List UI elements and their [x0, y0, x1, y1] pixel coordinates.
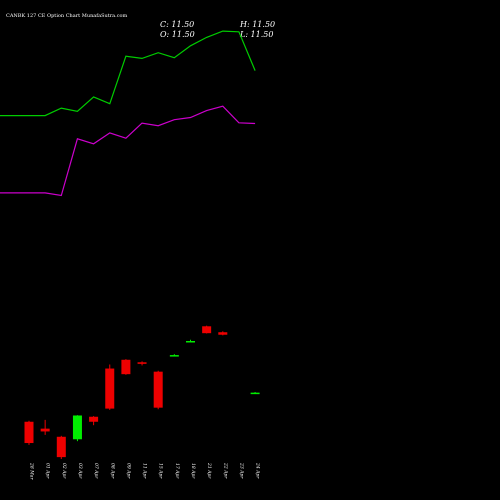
- x-tick-label: 15 Apr: [158, 463, 164, 479]
- series-line-1: [0, 30, 256, 117]
- low-label: L: 11.50: [239, 30, 273, 39]
- high-label: H: 11.50: [239, 20, 275, 29]
- chart-title: CANBK 127 CE Option Chart MunafaSutra.co…: [6, 13, 128, 19]
- x-tick-label: 03 Apr: [77, 463, 83, 479]
- candle-body: [202, 326, 212, 334]
- open-label: O: 11.50: [160, 30, 195, 39]
- candle-body: [121, 359, 131, 375]
- x-tick-label: 23 Apr: [238, 462, 244, 479]
- candle-body: [186, 340, 195, 343]
- x-axis-ticks: 28 Mar 01 Apr 02 Apr 03 Apr 07 Apr 08 Apr 09 A…: [29, 462, 261, 480]
- candle-body: [218, 332, 228, 335]
- candle-body: [105, 368, 115, 409]
- x-tick-label: 22 Apr: [222, 462, 228, 479]
- indicator-lines: [0, 30, 256, 197]
- candle-body: [169, 355, 179, 357]
- x-tick-label: 28 Mar: [29, 462, 35, 480]
- x-tick-label: 18 Apr: [190, 463, 196, 479]
- x-tick-label: 02 Apr: [61, 463, 67, 479]
- candle-body: [72, 415, 82, 440]
- x-tick-label: 21 Apr: [206, 462, 212, 479]
- candle-body: [250, 392, 260, 395]
- x-tick-label: 07 Apr: [93, 463, 99, 479]
- series-line-2: [0, 105, 256, 197]
- close-label: C: 11.50: [160, 20, 194, 29]
- candle-body: [137, 362, 147, 364]
- x-tick-label: 11 Apr: [142, 463, 148, 479]
- x-tick-label: 08 Apr: [109, 463, 115, 479]
- candle-body: [56, 436, 66, 458]
- candle-body: [40, 428, 50, 432]
- candle-body: [24, 421, 34, 444]
- x-tick-label: 09 Apr: [125, 463, 131, 479]
- candles: [24, 325, 260, 459]
- x-tick-label: 01 Apr: [45, 463, 51, 479]
- candle-body: [153, 371, 163, 408]
- x-tick-label: 24 Apr: [255, 462, 261, 479]
- x-tick-label: 17 Apr: [174, 463, 180, 479]
- candle-body: [89, 416, 99, 422]
